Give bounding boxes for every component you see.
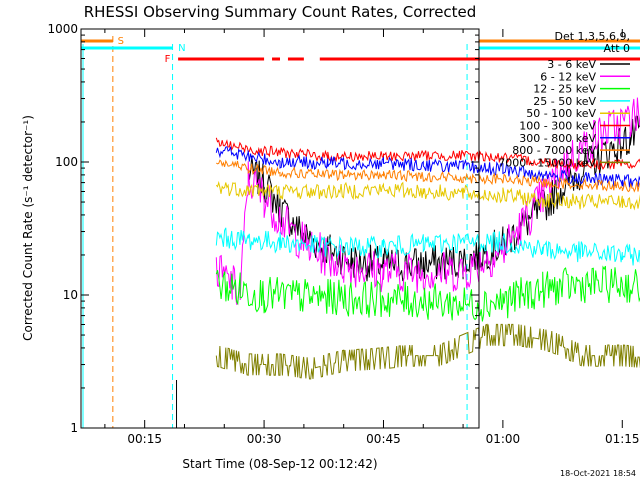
x-tick-label: 00:30 bbox=[247, 432, 282, 446]
generation-timestamp: 18-Oct-2021 18:54 bbox=[560, 469, 636, 478]
legend-entry: 25 - 50 keV bbox=[533, 95, 596, 108]
series-line bbox=[215, 97, 640, 305]
legend-entry: 6 - 12 keV bbox=[540, 70, 596, 83]
legend-entry: 300 - 800 keV bbox=[519, 132, 596, 145]
x-tick-label: 01:15 bbox=[605, 432, 640, 446]
plot-frame bbox=[80, 28, 480, 429]
legend-entry: 800 - 7000 keV bbox=[512, 144, 596, 157]
series-line bbox=[215, 227, 640, 266]
x-axis-label: Start Time (08-Sep-12 00:12:42) bbox=[182, 457, 377, 471]
series-line bbox=[215, 323, 640, 380]
saa-flag-label: S bbox=[118, 36, 124, 47]
series-line bbox=[215, 137, 640, 171]
x-tick-label: 00:45 bbox=[366, 432, 401, 446]
legend-entry: 12 - 25 keV bbox=[533, 83, 596, 96]
series-layer bbox=[215, 97, 640, 380]
flare-flag-label: F bbox=[165, 54, 171, 65]
series-line bbox=[215, 146, 640, 188]
series-line bbox=[216, 159, 640, 193]
y-tick-label: 10 bbox=[63, 288, 78, 302]
flags-layer: S NF bbox=[81, 36, 640, 428]
x-tick-label: 00:15 bbox=[127, 432, 162, 446]
ticks-layer: 00:1500:3000:4501:0001:1501:3001:4511010… bbox=[47, 22, 640, 446]
legend-header-attenuator: Att 0 bbox=[604, 42, 630, 55]
x-tick-label: 01:00 bbox=[486, 432, 521, 446]
y-tick-label: 1 bbox=[70, 421, 78, 435]
y-tick-label: 100 bbox=[55, 155, 78, 169]
legend-entry: 100 - 300 keV bbox=[519, 120, 596, 133]
y-axis-label: Corrected Count Rate (s⁻¹ detector⁻¹) bbox=[21, 115, 35, 341]
series-line bbox=[215, 265, 640, 322]
series-line bbox=[215, 180, 640, 211]
y-tick-label: 1000 bbox=[47, 22, 78, 36]
chart-title: RHESSI Observing Summary Count Rates, Co… bbox=[84, 3, 477, 21]
legend-entry: 7000 - 15000 keV bbox=[498, 156, 596, 169]
legend-entry: 3 - 6 keV bbox=[547, 58, 596, 71]
legend-entry: 50 - 100 keV bbox=[526, 107, 596, 120]
legend-header-detectors: Det 1,3,5,6,9, bbox=[554, 30, 630, 43]
night-flag-label: N bbox=[178, 43, 185, 54]
